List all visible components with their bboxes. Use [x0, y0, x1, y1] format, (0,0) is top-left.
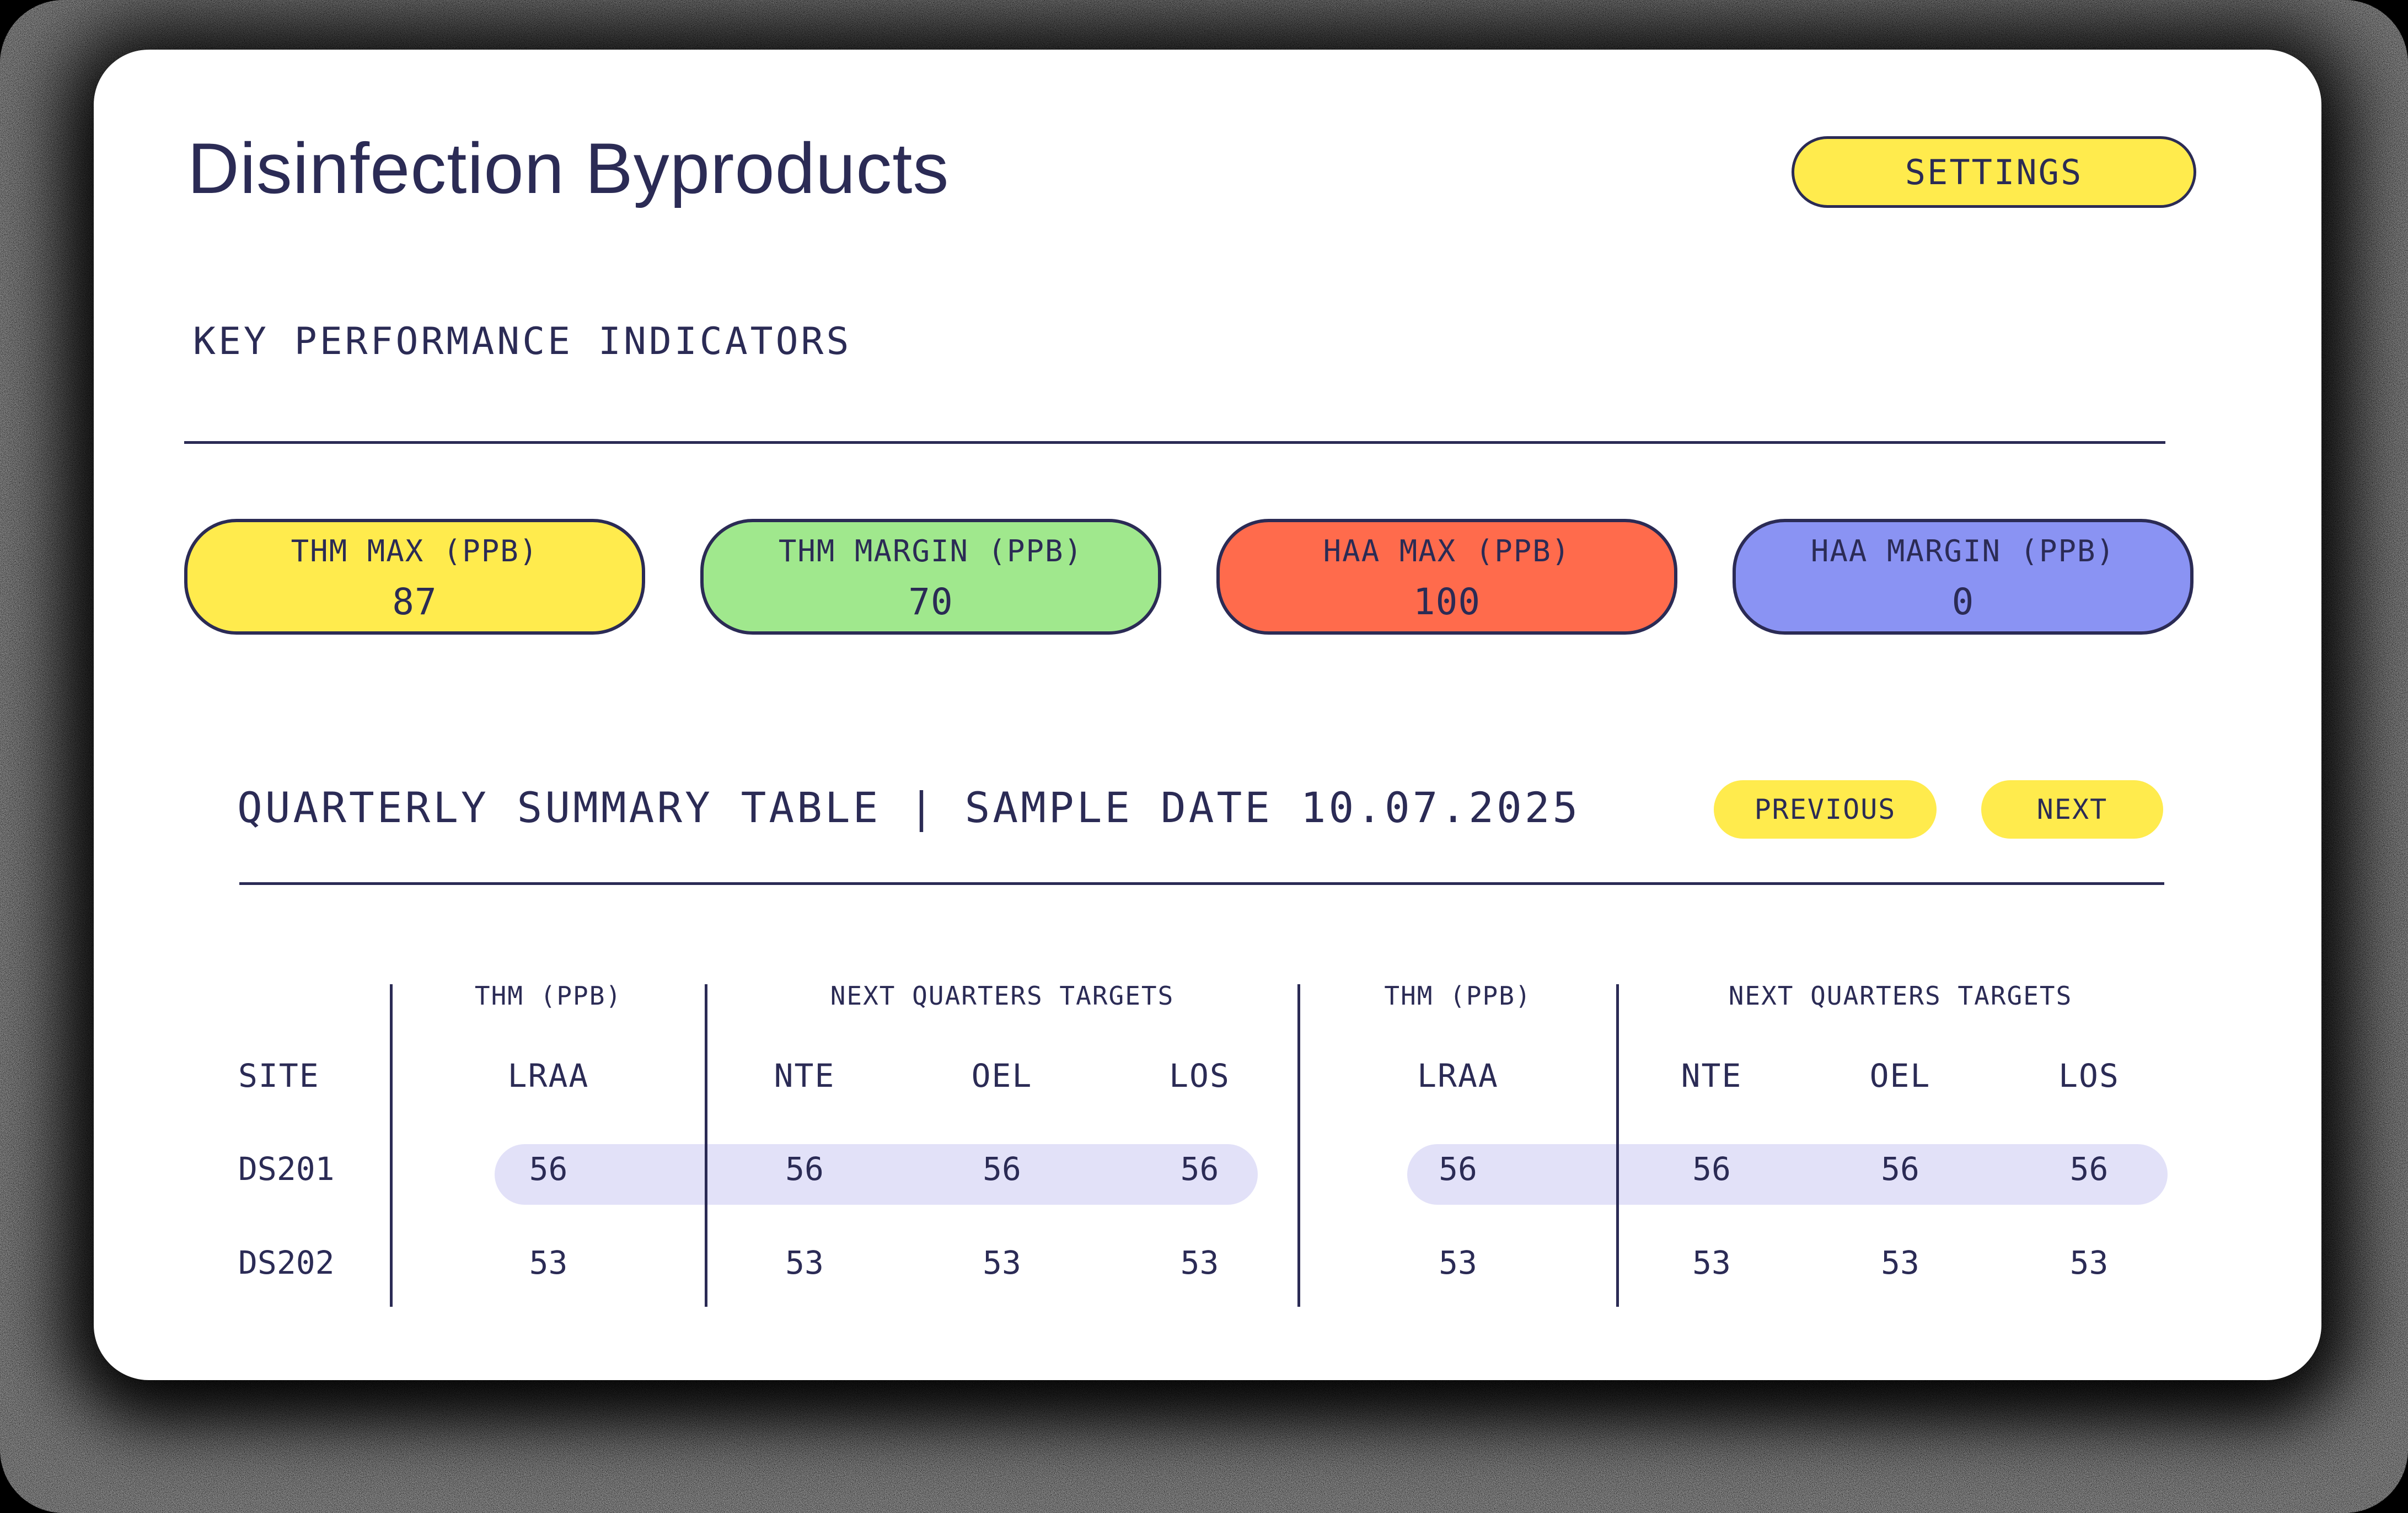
column-header-oel: OEL	[1869, 1057, 1931, 1094]
row-highlight-band	[1407, 1144, 2168, 1205]
row-highlight-band	[495, 1144, 1258, 1205]
table-cell: 53	[2069, 1244, 2109, 1281]
table-cell: 53	[1180, 1244, 1219, 1281]
kpi-card-value: 87	[392, 581, 437, 623]
kpi-divider	[184, 441, 2165, 444]
group-header-next-quarters-targets: NEXT QUARTERS TARGETS	[1728, 981, 2073, 1011]
settings-button[interactable]: SETTINGS	[1792, 136, 2196, 208]
table-column-divider	[390, 984, 393, 1307]
table-cell: 56	[529, 1150, 568, 1188]
group-header-next-quarters-targets: NEXT QUARTERS TARGETS	[830, 981, 1174, 1011]
previous-button[interactable]: PREVIOUS	[1714, 780, 1937, 839]
kpi-card-haa-max: HAA MAX (PPB) 100	[1216, 519, 1677, 635]
table-cell: 56	[785, 1150, 824, 1188]
kpi-cards: THM MAX (PPB) 87 THM MARGIN (PPB) 70 HAA…	[184, 519, 2194, 635]
table-cell: 56	[1881, 1150, 1919, 1188]
kpi-card-haa-margin: HAA MARGIN (PPB) 0	[1733, 519, 2194, 635]
table-row: DS202 53 53 53 53 53 53 53 53	[237, 1227, 2184, 1299]
table-cell: 56	[2069, 1150, 2109, 1188]
kpi-card-thm-max: THM MAX (PPB) 87	[184, 519, 645, 635]
table-row: DS201 56 56 56 56 56 56 56 56	[237, 1133, 2184, 1205]
group-header-thm-ppb: THM (PPB)	[474, 981, 623, 1011]
kpi-card-thm-margin: THM MARGIN (PPB) 70	[700, 519, 1161, 635]
table-cell: 53	[785, 1244, 824, 1281]
summary-divider	[239, 882, 2164, 885]
kpi-card-label: HAA MAX (PPB)	[1323, 534, 1571, 568]
table-cell: 56	[1180, 1150, 1219, 1188]
column-header-lraa: LRAA	[507, 1057, 589, 1094]
kpi-card-label: THM MARGIN (PPB)	[778, 534, 1084, 568]
column-header-los: LOS	[1169, 1057, 1230, 1094]
kpi-card-value: 70	[908, 581, 953, 623]
table-column-header-row: SITE LRAA NTE OEL LOS LRAA NTE OEL LOS	[237, 1050, 2184, 1101]
table-column-divider	[1297, 984, 1300, 1307]
column-header-los: LOS	[2058, 1057, 2120, 1094]
kpi-card-value: 0	[1951, 581, 1975, 623]
column-header-site: SITE	[238, 1057, 320, 1094]
table-column-divider	[705, 984, 707, 1307]
table-column-divider	[1616, 984, 1619, 1307]
table-cell: 53	[1692, 1244, 1731, 1281]
kpi-card-label: HAA MARGIN (PPB)	[1810, 534, 2116, 568]
main-card: Disinfection Byproducts SETTINGS KEY PER…	[94, 50, 2321, 1380]
column-header-nte: NTE	[1681, 1057, 1742, 1094]
column-header-oel: OEL	[971, 1057, 1033, 1094]
next-button[interactable]: NEXT	[1981, 780, 2163, 839]
quarterly-summary-table: THM (PPB) NEXT QUARTERS TARGETS THM (PPB…	[237, 970, 2184, 1323]
table-cell: 56	[1439, 1150, 1477, 1188]
group-header-thm-ppb: THM (PPB)	[1384, 981, 1532, 1011]
table-group-header-row: THM (PPB) NEXT QUARTERS TARGETS THM (PPB…	[237, 970, 2184, 1021]
table-cell: 56	[983, 1150, 1021, 1188]
site-label: DS202	[238, 1244, 335, 1281]
kpi-section-title: KEY PERFORMANCE INDICATORS	[193, 320, 852, 363]
kpi-card-value: 100	[1413, 581, 1481, 623]
summary-section-title: QUARTERLY SUMMARY TABLE | SAMPLE DATE 10…	[237, 783, 1581, 832]
table-cell: 53	[529, 1244, 568, 1281]
table-cell: 53	[1881, 1244, 1919, 1281]
column-header-lraa: LRAA	[1417, 1057, 1499, 1094]
site-label: DS201	[238, 1150, 335, 1188]
table-cell: 56	[1692, 1150, 1731, 1188]
kpi-card-label: THM MAX (PPB)	[291, 534, 539, 568]
table-cell: 53	[983, 1244, 1021, 1281]
column-header-nte: NTE	[774, 1057, 835, 1094]
page-title: Disinfection Byproducts	[187, 128, 950, 208]
table-cell: 53	[1439, 1244, 1477, 1281]
